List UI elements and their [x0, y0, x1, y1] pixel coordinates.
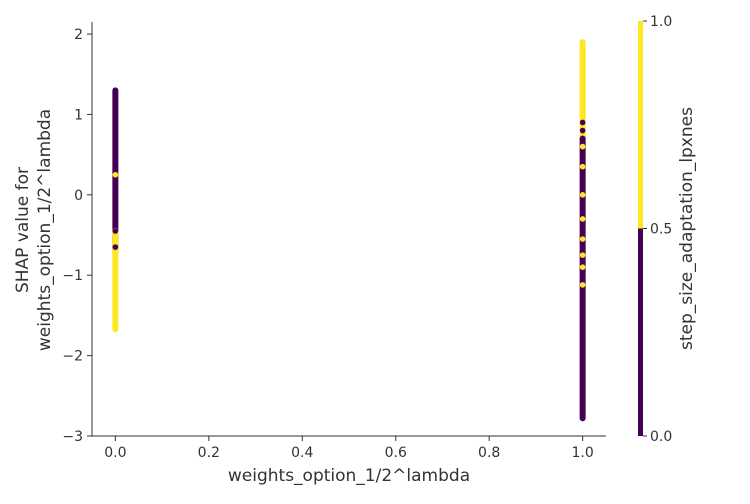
y-tick-label-2: −1	[62, 268, 83, 284]
plot-area	[112, 39, 586, 422]
y-tick-label-0: −3	[62, 429, 83, 445]
y-tick-label-1: −2	[62, 349, 83, 365]
x-tick-label-2: 0.4	[291, 445, 313, 461]
colorbar-tick-label-2: 1.0	[650, 14, 672, 30]
y-axis-label-line-1: SHAP value for	[13, 167, 33, 293]
colorbar-label: step_size_adaptation_lpxnes	[677, 107, 697, 350]
x-axis: 0.0 0.2 0.4 0.6 0.8 1.0	[92, 435, 606, 461]
scatter-point-14	[579, 135, 586, 142]
scatter-point-13	[579, 127, 586, 134]
colorbar-tick-label-0: 0.0	[650, 429, 672, 445]
x-tick-label-1: 0.2	[198, 445, 220, 461]
y-tick-label-3: 0	[74, 188, 83, 204]
scatter-point-2	[112, 228, 119, 234]
colorbar-low-segment	[638, 228, 643, 436]
colorbar: 0.0 0.5 1.0	[638, 14, 672, 445]
scatter-point-7	[579, 216, 586, 222]
y-tick-label-4: 1	[74, 107, 83, 123]
y-tick-label-5: 2	[74, 27, 83, 43]
scatter-point-11	[579, 282, 586, 288]
scatter-point-10	[579, 264, 586, 270]
scatter-point-1	[112, 240, 119, 246]
colorbar-high-segment	[638, 21, 643, 229]
colorbar-tick-label-1: 0.5	[650, 222, 672, 238]
x-axis-label: weights_option_1/2^lambda	[228, 466, 470, 486]
y-axis: −3 −2 −1 0 1 2	[62, 22, 93, 445]
x-tick-label-5: 1.0	[572, 445, 594, 461]
x-tick-label-4: 0.8	[478, 445, 500, 461]
y-axis-label-line-2: weights_option_1/2^lambda	[35, 109, 55, 351]
x-tick-label-3: 0.6	[385, 445, 407, 461]
scatter-point-0	[112, 171, 119, 178]
scatter-point-8	[579, 236, 586, 242]
x-tick-label-0: 0.0	[104, 445, 126, 461]
scatter-point-12	[579, 119, 586, 126]
scatter-point-4	[579, 143, 586, 150]
scatter-point-9	[579, 252, 586, 258]
scatter-point-6	[579, 192, 586, 198]
scatter-point-5	[579, 163, 586, 170]
scatter-point-3	[112, 244, 119, 250]
